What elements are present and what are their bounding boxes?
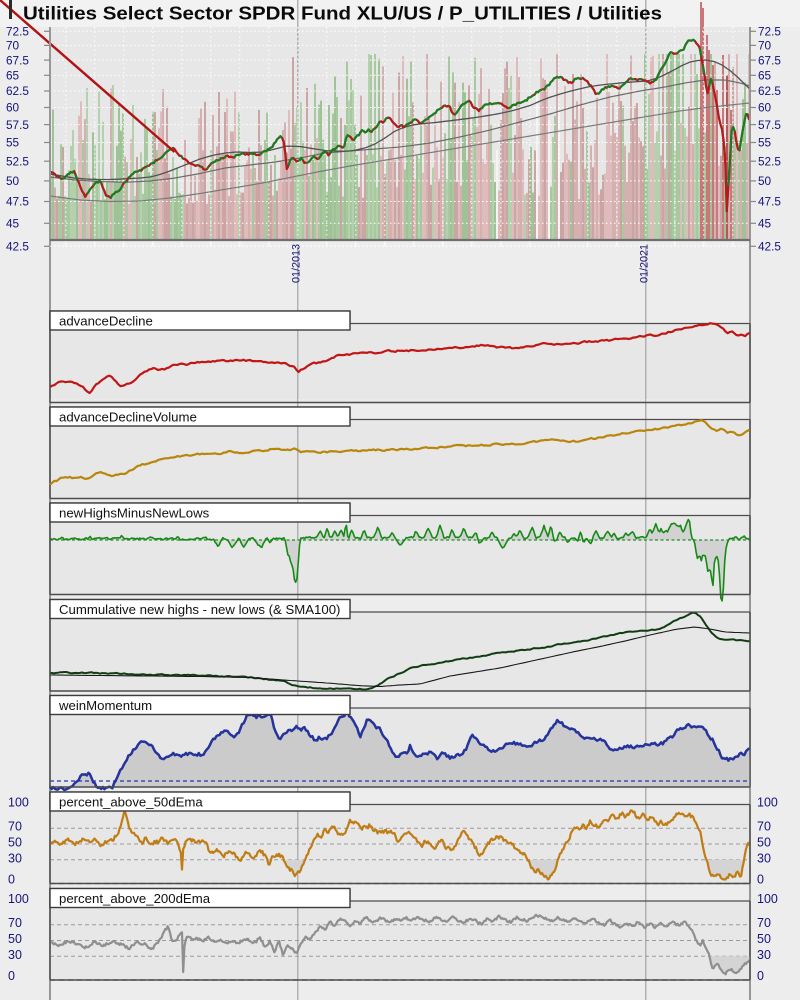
svg-text:65: 65 xyxy=(758,69,772,83)
svg-text:55: 55 xyxy=(6,136,20,150)
svg-text:67.5: 67.5 xyxy=(6,53,29,67)
svg-text:62.5: 62.5 xyxy=(6,84,29,98)
svg-text:50: 50 xyxy=(6,174,20,188)
svg-text:45: 45 xyxy=(6,217,20,231)
svg-text:70: 70 xyxy=(758,39,772,53)
svg-text:57.5: 57.5 xyxy=(758,118,781,132)
svg-text:0: 0 xyxy=(8,873,15,887)
svg-text:0: 0 xyxy=(757,873,764,887)
svg-text:60: 60 xyxy=(758,101,772,115)
svg-text:01/2021: 01/2021 xyxy=(639,244,651,283)
svg-text:42.5: 42.5 xyxy=(758,240,781,254)
svg-text:60: 60 xyxy=(6,101,20,115)
svg-text:52.5: 52.5 xyxy=(758,154,781,168)
svg-text:advanceDecline: advanceDecline xyxy=(59,313,153,328)
svg-text:50: 50 xyxy=(757,932,771,946)
svg-text:70: 70 xyxy=(8,916,22,930)
svg-text:52.5: 52.5 xyxy=(6,154,29,168)
svg-text:100: 100 xyxy=(8,892,29,906)
svg-text:newHighsMinusNewLows: newHighsMinusNewLows xyxy=(59,505,210,520)
svg-text:weinMomentum: weinMomentum xyxy=(58,698,152,713)
svg-text:47.5: 47.5 xyxy=(758,195,781,209)
svg-text:percent_above_50dEma: percent_above_50dEma xyxy=(59,794,203,809)
svg-text:67.5: 67.5 xyxy=(758,53,781,67)
svg-text:30: 30 xyxy=(757,948,771,962)
svg-text:72.5: 72.5 xyxy=(758,25,781,39)
svg-text:01/2013: 01/2013 xyxy=(291,244,303,283)
svg-text:50: 50 xyxy=(758,174,772,188)
svg-text:65: 65 xyxy=(6,69,20,83)
svg-text:100: 100 xyxy=(8,796,29,810)
svg-text:72.5: 72.5 xyxy=(6,25,29,39)
svg-text:50: 50 xyxy=(757,836,771,850)
svg-text:70: 70 xyxy=(757,916,771,930)
svg-text:Utilities Select Sector SPDR F: Utilities Select Sector SPDR Fund XLU/US… xyxy=(23,3,662,24)
svg-text:47.5: 47.5 xyxy=(6,195,29,209)
svg-text:percent_above_200dEma: percent_above_200dEma xyxy=(59,891,211,906)
svg-text:30: 30 xyxy=(757,851,771,865)
svg-text:55: 55 xyxy=(758,136,772,150)
svg-text:70: 70 xyxy=(8,820,22,834)
svg-text:100: 100 xyxy=(757,892,778,906)
svg-text:0: 0 xyxy=(8,969,15,983)
svg-text:42.5: 42.5 xyxy=(6,240,29,254)
svg-text:62.5: 62.5 xyxy=(758,84,781,98)
svg-text:45: 45 xyxy=(758,217,772,231)
svg-text:Cummulative new highs - new lo: Cummulative new highs - new lows (& SMA1… xyxy=(59,602,340,617)
svg-text:30: 30 xyxy=(8,948,22,962)
svg-text:0: 0 xyxy=(757,969,764,983)
svg-text:50: 50 xyxy=(8,932,22,946)
svg-text:advanceDeclineVolume: advanceDeclineVolume xyxy=(59,409,197,424)
svg-text:100: 100 xyxy=(757,796,778,810)
svg-text:30: 30 xyxy=(8,851,22,865)
svg-text:70: 70 xyxy=(6,39,20,53)
svg-text:57.5: 57.5 xyxy=(6,118,29,132)
svg-text:70: 70 xyxy=(757,820,771,834)
svg-text:50: 50 xyxy=(8,836,22,850)
